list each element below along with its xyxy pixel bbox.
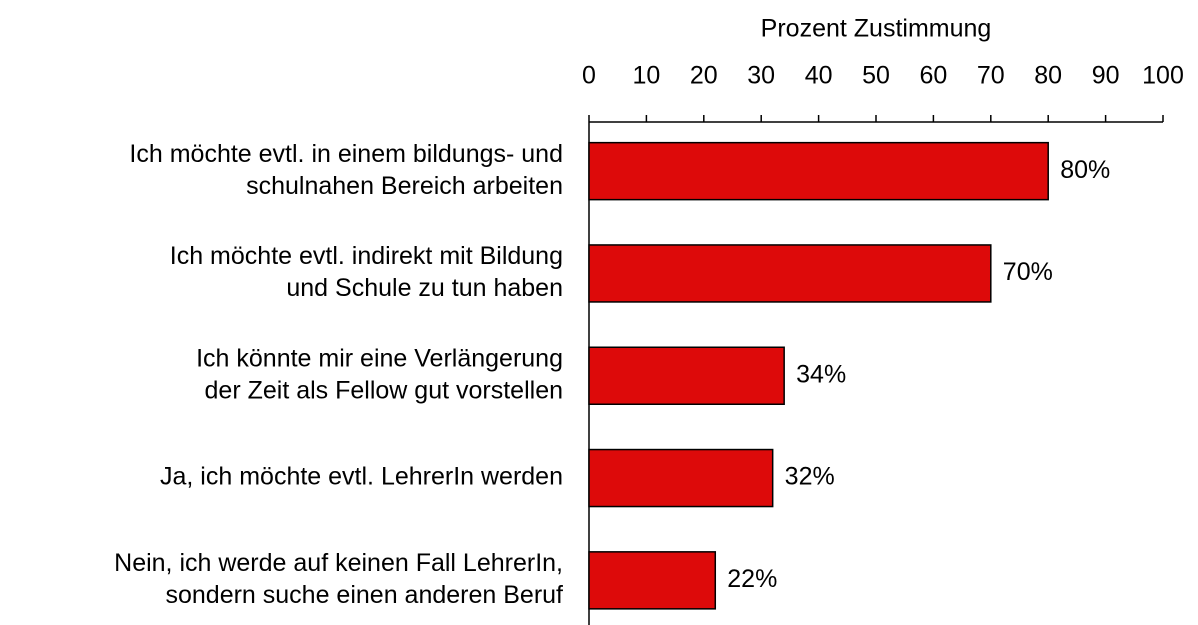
value-label: 32% [785, 463, 835, 491]
x-axis-label: Prozent Zustimmung [761, 15, 992, 43]
category-label: der Zeit als Fellow gut vorstellen [205, 376, 563, 404]
bar [588, 244, 992, 303]
category-label: Nein, ich werde auf keinen Fall LehrerIn… [114, 549, 563, 577]
bar [588, 551, 717, 610]
category-label: Ja, ich möchte evtl. LehrerIn werden [160, 463, 563, 491]
x-tick-label: 70 [977, 62, 1005, 90]
category-label: Ich könnte mir eine Verlängerung [196, 344, 563, 372]
value-label: 80% [1060, 156, 1110, 184]
category-label: Ich möchte evtl. indirekt mit Bildung [170, 242, 563, 270]
bar [588, 346, 785, 405]
x-tick-label: 20 [690, 62, 718, 90]
x-tick-label: 30 [747, 62, 775, 90]
x-tick-label: 90 [1092, 62, 1120, 90]
x-tick-label: 10 [632, 62, 660, 90]
category-label: sondern suche einen anderen Beruf [165, 581, 563, 609]
bar [588, 141, 1049, 201]
value-label: 34% [796, 360, 846, 388]
x-tick-label: 60 [919, 62, 947, 90]
category-label: schulnahen Bereich arbeiten [246, 172, 563, 200]
x-tick-label: 0 [582, 62, 596, 90]
x-tick-label: 50 [862, 62, 890, 90]
value-label: 70% [1003, 258, 1053, 286]
value-label: 22% [727, 565, 777, 593]
x-tick-label: 40 [805, 62, 833, 90]
x-tick-label: 100 [1142, 62, 1184, 90]
category-label: Ich möchte evtl. in einem bildungs- und [129, 140, 563, 168]
category-label: und Schule zu tun haben [286, 274, 563, 302]
bar [588, 448, 774, 508]
x-tick-label: 80 [1034, 62, 1062, 90]
